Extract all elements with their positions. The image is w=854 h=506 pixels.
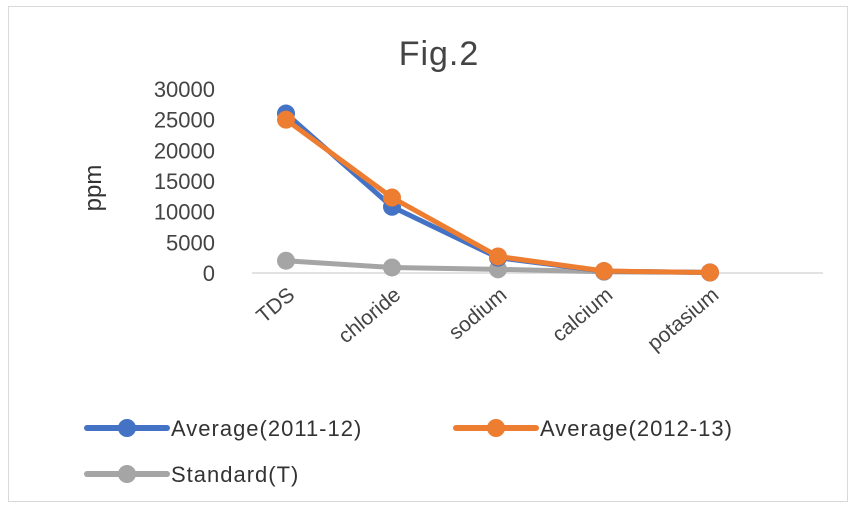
data-point: [277, 110, 295, 129]
y-tick-label: 20000: [154, 138, 215, 163]
legend-marker: [487, 419, 505, 437]
y-tick-label: 15000: [154, 169, 215, 194]
data-point: [701, 263, 719, 282]
y-axis-label: ppm: [80, 165, 107, 212]
data-point: [277, 251, 295, 270]
x-axis-ticks: TDS chloride sodium calcium potasium: [252, 283, 723, 355]
legend-label: Average(2011-12): [171, 416, 362, 441]
legend-item: Average(2011-12): [84, 416, 362, 441]
y-axis-ticks: 0 5000 10000 15000 20000 25000 30000: [154, 77, 215, 286]
legend-label: Standard(T): [171, 462, 299, 487]
data-point: [383, 258, 401, 277]
legend-marker: [118, 419, 136, 437]
y-tick-label: 25000: [154, 108, 215, 133]
legend: Average(2011-12) Average(2012-13) Standard…: [84, 416, 733, 487]
series-1: [277, 110, 719, 282]
line-chart: Fig.2 ppm 0 5000 10000 15000 20000 25000 30000…: [80, 35, 823, 487]
y-tick-label: 5000: [166, 230, 215, 255]
data-point: [489, 247, 507, 266]
legend-label: Average(2012-13): [540, 416, 733, 441]
x-tick-label: calcium: [548, 283, 617, 346]
x-tick-label: TDS: [252, 283, 299, 328]
x-tick-label: chloride: [334, 283, 405, 348]
legend-marker: [118, 465, 136, 483]
legend-item: Average(2012-13): [453, 416, 733, 441]
series-layer: [277, 104, 719, 282]
x-tick-label: sodium: [445, 283, 512, 344]
data-point: [383, 188, 401, 207]
x-tick-label: potasium: [643, 283, 723, 355]
chart-title: Fig.2: [399, 35, 480, 73]
legend-item: Standard(T): [84, 462, 299, 487]
data-point: [595, 262, 613, 281]
chart-frame: Fig.2 ppm 0 5000 10000 15000 20000 25000 30000…: [8, 6, 848, 502]
y-tick-label: 0: [203, 261, 215, 286]
y-tick-label: 30000: [154, 77, 215, 102]
y-tick-label: 10000: [154, 200, 215, 225]
